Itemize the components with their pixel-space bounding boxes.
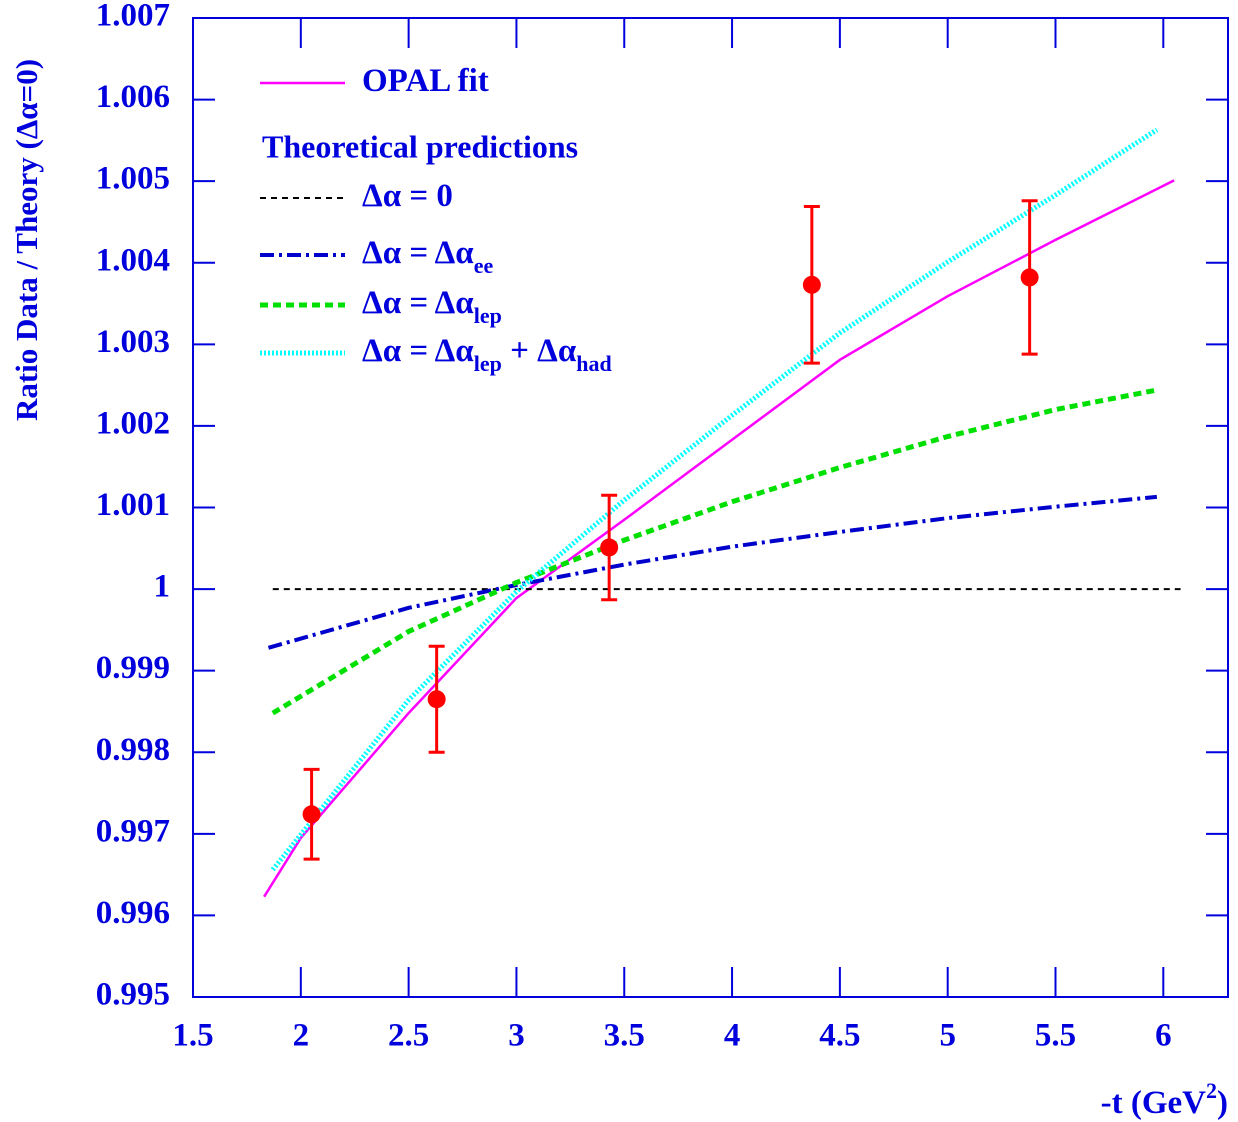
y-tick-label: 1.006 <box>96 79 170 115</box>
y-tick-label: 1.001 <box>96 487 170 523</box>
x-axis-title: -t (GeV2) <box>1101 1078 1228 1121</box>
legend-label-part: Δα = Δα <box>362 285 474 321</box>
legend-label: Δα = Δαlep + Δαhad <box>362 333 612 376</box>
legend-label-part: lep <box>474 303 502 328</box>
x-axis-title-part: ) <box>1217 1085 1228 1121</box>
legend-label: Δα = 0 <box>362 178 453 214</box>
y-tick-label: 0.999 <box>96 650 170 686</box>
y-tick-label: 0.997 <box>96 813 170 849</box>
x-tick-label: 4 <box>724 1018 741 1054</box>
y-axis-title: Ratio Data / Theory (Δα=0) <box>9 59 44 421</box>
y-tick-label: 1.002 <box>96 405 170 441</box>
y-tick-label: 1.005 <box>96 161 170 197</box>
x-tick-label: 6 <box>1155 1018 1172 1054</box>
data-point <box>302 805 321 824</box>
legend-label: OPAL fit <box>362 63 489 99</box>
y-tick-label: 1.007 <box>96 0 170 34</box>
legend-label-part: OPAL fit <box>362 63 489 99</box>
legend-label-part: had <box>576 351 611 376</box>
x-tick-label: 4.5 <box>819 1018 860 1054</box>
legend-label-part: Δα = 0 <box>362 178 453 214</box>
x-tick-label: 5.5 <box>1035 1018 1076 1054</box>
y-tick-label: 0.995 <box>96 977 170 1013</box>
data-point <box>427 690 446 709</box>
y-tick-label: 0.996 <box>96 895 170 931</box>
legend-label-part: Δα = Δα <box>362 235 474 271</box>
data-point <box>802 275 821 294</box>
data-point <box>1020 268 1039 287</box>
x-tick-label: 5 <box>939 1018 956 1054</box>
y-tick-label: 1.004 <box>96 242 170 278</box>
legend-label: Δα = Δαee <box>362 235 493 278</box>
x-tick-label: 2.5 <box>388 1018 429 1054</box>
legend-label: Δα = Δαlep <box>362 285 502 328</box>
x-tick-label: 2 <box>293 1018 310 1054</box>
x-axis-title-part: -t (GeV <box>1101 1085 1207 1121</box>
legend-label-part: ee <box>474 253 494 278</box>
series-line <box>271 387 1158 716</box>
y-tick-label: 0.998 <box>96 732 170 768</box>
x-tick-label: 3.5 <box>604 1018 645 1054</box>
data-point <box>600 538 619 557</box>
y-tick-label: 1 <box>154 569 171 605</box>
x-tick-label: 3 <box>508 1018 525 1054</box>
series-line <box>270 127 1159 872</box>
legend-label-part: Δα = Δα <box>362 333 474 369</box>
x-axis-title-part: 2 <box>1206 1078 1217 1103</box>
legend-label-part: + Δα <box>502 333 577 369</box>
series-line <box>263 179 1175 898</box>
y-tick-label: 1.003 <box>96 324 170 360</box>
series-line <box>267 494 1158 650</box>
legend-header: Theoretical predictions <box>262 128 578 164</box>
legend-label-part: lep <box>474 351 502 376</box>
x-tick-label: 1.5 <box>172 1018 213 1054</box>
